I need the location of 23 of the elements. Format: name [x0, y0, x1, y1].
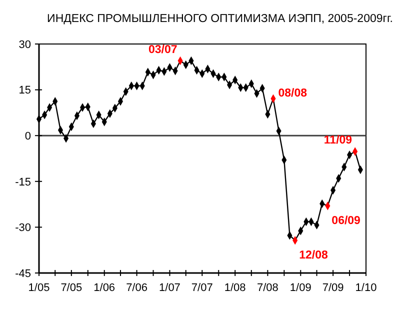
- x-tick-label: 1/09: [290, 282, 312, 294]
- annotation: 11/09: [324, 134, 352, 146]
- y-tick-label: -30: [15, 222, 31, 234]
- x-tick-label: 7/07: [191, 282, 213, 294]
- y-tick-label: 15: [18, 84, 31, 97]
- x-tick-label: 7/06: [126, 282, 148, 294]
- x-tick-label: 7/09: [322, 282, 344, 294]
- y-tick-label: 30: [18, 38, 31, 51]
- x-tick-label: 1/08: [224, 282, 246, 294]
- x-tick-label: 7/05: [60, 282, 82, 294]
- x-tick-label: 7/08: [256, 282, 278, 294]
- x-tick-label: 1/07: [159, 282, 180, 294]
- y-tick-label: -45: [15, 268, 31, 280]
- x-tick-label: 1/06: [94, 282, 116, 294]
- x-tick-label: 1/05: [28, 282, 50, 294]
- y-tick-label: 0: [24, 130, 31, 142]
- annotation: 06/09: [332, 214, 360, 227]
- chart-title: ИНДЕКС ПРОМЫШЛЕННОГО ОПТИМИЗМА ИЭПП, 2005-2009гг.: [47, 13, 393, 25]
- y-tick-label: -15: [15, 176, 31, 188]
- annotation: 08/08: [278, 88, 308, 100]
- annotation: 12/08: [299, 249, 328, 262]
- annotation: 03/07: [148, 44, 178, 56]
- x-tick-label: 1/10: [355, 282, 377, 294]
